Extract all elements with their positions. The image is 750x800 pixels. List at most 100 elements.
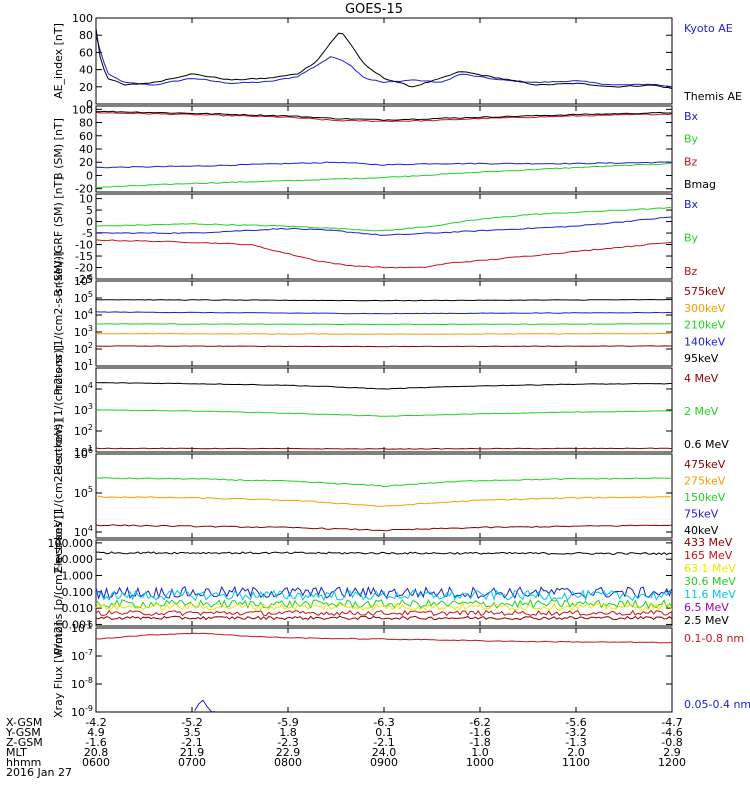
series-line-6-5-mev: [95, 585, 673, 600]
series-line-4-mev: [95, 447, 673, 450]
series-line-by: [95, 207, 673, 232]
y-tick-label: 0: [86, 169, 93, 182]
y-tick-label: 10.000: [55, 553, 94, 566]
ephemeris-value: -4.2: [85, 716, 106, 729]
y-tick-label: 0.100: [62, 586, 94, 599]
legend-kyoto-ae: Kyoto AE: [684, 22, 733, 35]
ephemeris-value: 0900: [370, 756, 398, 769]
ephemeris-value: -1.3: [565, 736, 586, 749]
ephemeris-value: -2.1: [373, 736, 394, 749]
legend-300kev: 300keV: [684, 302, 726, 315]
ephemeris-label-x-gsm: X-GSM: [6, 716, 42, 729]
series-line-30-6-mev: [95, 598, 673, 610]
y-tick-label: -20: [75, 183, 93, 196]
y-tick-label: 105: [74, 290, 93, 305]
legend-6-5-mev: 6.5 MeV: [684, 601, 729, 614]
y-axis-label: Protons [1/(cm2-s-sr-keV)]: [52, 252, 65, 396]
y-tick-label: 0: [86, 98, 93, 111]
series-line-bx: [95, 161, 673, 169]
ephemeris-value: 1000: [466, 756, 494, 769]
ephemeris-value: -1.6: [85, 736, 106, 749]
ephemeris-label-y-gsm: Y-GSM: [5, 726, 41, 739]
series-line-2-5-mev: [96, 551, 673, 556]
y-tick-label: 20: [79, 156, 93, 169]
y-axis-label: Protons [p/(cm2-s-sr-keV)]: [52, 511, 65, 655]
y-tick-label: 20: [79, 81, 93, 94]
legend-11-6-mev: 11.6 MeV: [684, 588, 736, 601]
legend-165-mev: 165 MeV: [684, 549, 733, 562]
legend-575kev: 575keV: [684, 285, 726, 298]
panel-6: 0.001 0.010 0.100 1.000 10.000 100.000Protons…: [48, 511, 737, 655]
y-tick-label: 106: [74, 446, 93, 461]
ephemeris-value: -0.8: [661, 736, 682, 749]
y-tick-label: 103: [74, 324, 93, 339]
y-tick-label: 1.000: [62, 569, 94, 582]
ephemeris-value: 2.9: [663, 746, 681, 759]
y-tick-label: 100: [72, 103, 93, 116]
ephemeris-value: -5.9: [277, 716, 298, 729]
y-tick-label: -10: [75, 239, 93, 252]
panel-frame: [95, 17, 673, 105]
legend-433-mev: 433 MeV: [684, 536, 733, 549]
series-line-0-1-0-8-nm: [95, 632, 673, 644]
series-line-themis-ae: [95, 28, 673, 90]
legend-210kev: 210keV: [684, 319, 726, 332]
series-line-bz: [95, 239, 673, 269]
series-line-300kev: [95, 332, 672, 335]
y-tick-label: 60: [79, 130, 93, 143]
ephemeris-value: 2.0: [567, 746, 585, 759]
legend-by: By: [684, 232, 699, 245]
y-tick-label: 80: [79, 117, 93, 130]
ephemeris-value: -1.6: [469, 726, 490, 739]
panel-frame: [95, 627, 673, 713]
ephemeris-value: 0800: [274, 756, 302, 769]
y-tick-label: 10-6: [71, 620, 93, 635]
ephemeris-value: 1.0: [471, 746, 489, 759]
y-axis-label: Xray Flux [W/m2]: [52, 622, 65, 718]
ephemeris-label-hhmm: hhmm: [6, 756, 41, 769]
series-line-kyoto-ae: [95, 34, 673, 88]
y-tick-label: 104: [74, 381, 93, 396]
y-tick-label: 0: [86, 216, 93, 229]
ephemeris-value: 1100: [562, 756, 590, 769]
panel-frame: [95, 193, 673, 280]
legend-bz: Bz: [684, 155, 698, 168]
ephemeris-value: -4.7: [661, 716, 682, 729]
y-tick-label: 100: [72, 12, 93, 25]
series-line-bz: [95, 111, 673, 123]
y-tick-label: -5: [82, 227, 93, 240]
y-axis-label: AE_index [nT]: [52, 23, 65, 99]
y-tick-label: 60: [79, 46, 93, 59]
ephemeris-value: 1200: [658, 756, 686, 769]
ephemeris-value: -5.2: [181, 716, 202, 729]
series-line-95kev: [95, 298, 673, 302]
legend-75kev: 75keV: [684, 508, 719, 521]
ephemeris-value: -6.2: [469, 716, 490, 729]
ephemeris-value: -6.3: [373, 716, 394, 729]
y-tick-label: 40: [79, 143, 93, 156]
ephemeris-value: -1.8: [469, 736, 490, 749]
series-line-2-mev: [95, 409, 673, 417]
legend-bmag: Bmag: [684, 178, 716, 191]
ephemeris-label-z-gsm: Z-GSM: [6, 736, 43, 749]
series-line-bmag: [95, 110, 672, 121]
ephemeris-value: 22.9: [276, 746, 301, 759]
y-axis-label: Electrons [1/(cm2-s-sr)]: [52, 345, 65, 475]
legend-bx: Bx: [684, 198, 699, 211]
legend-0-05-0-4-nm: 0.05-0.4 nm: [684, 698, 750, 711]
ephemeris-value: 3.5: [183, 726, 201, 739]
series-line-11-6-mev: [95, 589, 673, 602]
ephemeris-value: 24.0: [372, 746, 397, 759]
legend-themis-ae: Themis AE: [683, 90, 742, 103]
y-tick-label: 100.000: [48, 537, 94, 550]
legend-475kev: 475keV: [684, 458, 726, 471]
ephemeris-value: 0700: [178, 756, 206, 769]
ephemeris-value: 20.8: [84, 746, 109, 759]
legend-bx: Bx: [684, 110, 699, 123]
chart-title: GOES-15: [345, 2, 403, 17]
panel-frame: [95, 367, 673, 453]
